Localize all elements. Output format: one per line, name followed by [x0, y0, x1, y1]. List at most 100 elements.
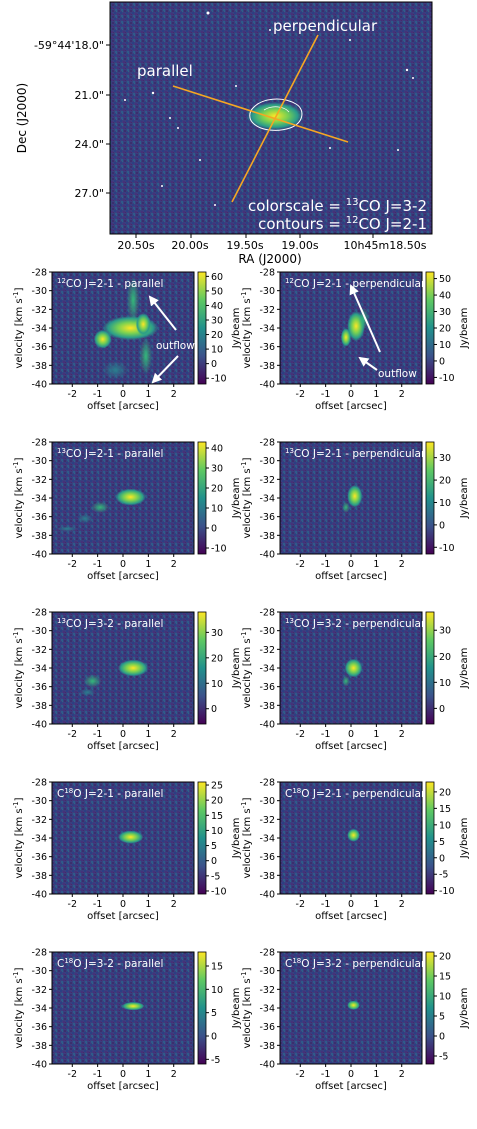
- pv-panel: 12CO J=2-1 - perpendicular-28-30-32-34-3…: [240, 268, 470, 413]
- xtick-label: -1: [93, 1069, 102, 1080]
- colorbar-tick-label: 20: [211, 484, 223, 495]
- pv-emission: [117, 830, 144, 844]
- map-xtick: 20.00s: [171, 239, 208, 252]
- ytick-label: -36: [259, 682, 275, 693]
- ytick-label: -34: [31, 324, 47, 335]
- pv-emission: [340, 328, 351, 347]
- title-superscript: 13: [285, 617, 294, 625]
- colorbar-tick-label: 15: [211, 962, 223, 973]
- label-part: ]: [14, 627, 25, 631]
- title-part: C: [57, 958, 64, 970]
- ytick-label: -40: [31, 720, 47, 731]
- ytick-label: -36: [31, 1022, 47, 1033]
- ytick-label: -32: [31, 475, 47, 486]
- label-part: ]: [242, 457, 253, 461]
- ytick-label: -32: [259, 815, 275, 826]
- y-axis-label: velocity [km s-1]: [12, 627, 25, 708]
- colorbar-tick-label: 20: [211, 330, 223, 341]
- title-part: J=3-2 - perpendicular: [310, 618, 426, 630]
- pv-panel-title: 13CO J=2-1 - perpendicular: [285, 447, 426, 460]
- colorbar: [425, 611, 435, 725]
- colorbar-label: Jy/beam: [231, 308, 242, 350]
- colorbar: [425, 441, 435, 555]
- pv-emission: [115, 488, 146, 506]
- colorbar-tick-label: 0: [439, 520, 445, 531]
- ytick-label: -32: [259, 305, 275, 316]
- xtick-label: 2: [399, 389, 405, 400]
- colorbar-tick-label: 10: [439, 678, 451, 689]
- title-part: CO: [294, 618, 310, 630]
- xtick-label: 1: [373, 1069, 379, 1080]
- label-superscript: -1: [240, 291, 248, 298]
- title-superscript: 18: [64, 957, 73, 965]
- colorbar-tick-label: 0: [439, 356, 445, 367]
- colorbar-tick-label: 0: [211, 359, 217, 370]
- ytick-label: -32: [31, 815, 47, 826]
- pv-emission: [93, 329, 112, 349]
- colorbar-tick-label: 20: [211, 653, 223, 664]
- ytick-label: -36: [31, 342, 47, 353]
- xtick-label: 0: [348, 1069, 354, 1080]
- xtick-label: 1: [373, 389, 379, 400]
- colorbar: [425, 781, 435, 895]
- title-superscript: 12: [285, 277, 294, 285]
- pv-panel-title: 13CO J=2-1 - parallel: [57, 447, 163, 460]
- colorbar-tick-label: 15: [439, 804, 451, 815]
- xtick-label: -1: [321, 389, 330, 400]
- pv-panel: C18O J=2-1 - perpendicular -28 -30 -32 -34 -3…: [240, 778, 470, 923]
- label-superscript: -1: [12, 971, 20, 978]
- title-part: J=3-2 - perpendicular: [310, 958, 426, 970]
- xtick-label: -2: [296, 899, 305, 910]
- ytick-label: -38: [31, 871, 47, 882]
- label-part: ]: [242, 797, 253, 801]
- colorbar-label: Jy/beam: [459, 818, 470, 860]
- map-xtick: 20.50s: [117, 239, 154, 252]
- colorbar-tick-label: 5: [439, 837, 445, 848]
- xtick-label: 0: [348, 899, 354, 910]
- title-superscript: 18: [64, 787, 73, 795]
- title-part: C: [285, 958, 292, 970]
- title-part: CO: [66, 448, 82, 460]
- colorbar-tick-label: 30: [439, 626, 451, 637]
- ytick-label: -28: [31, 608, 47, 619]
- colorbar: [197, 951, 207, 1065]
- map-ytick: 24.0": [74, 138, 104, 151]
- xtick-label: 2: [399, 1069, 405, 1080]
- ytick-label: -34: [31, 1004, 47, 1015]
- ytick-label: -38: [31, 531, 47, 542]
- ytick-label: -28: [259, 438, 275, 449]
- x-axis-label: offset [arcsec]: [87, 911, 159, 922]
- outflow-arrow: [349, 284, 381, 353]
- colorbar-tick-label: 0: [211, 1032, 217, 1043]
- pv-panel: 13CO J=3-2 - parallel -28 -30 -32 -34 -36 -38 -…: [12, 608, 242, 753]
- ytick-label: -34: [31, 494, 47, 505]
- ytick-label: -34: [31, 834, 47, 845]
- colorbar-tick-label: 10: [211, 345, 223, 356]
- pv-panel-title: C18O J=3-2 - perpendicular: [285, 957, 426, 970]
- colorbar-tick-label: -10: [439, 886, 455, 897]
- title-superscript: 18: [292, 957, 301, 965]
- pv-emission: [83, 674, 102, 688]
- xtick-label: 2: [171, 729, 177, 740]
- colorbar-label: Jy/beam: [231, 818, 242, 860]
- colorbar-tick-label: 10: [211, 985, 223, 996]
- ytick-label: -28: [259, 778, 275, 789]
- ytick-label: -32: [31, 645, 47, 656]
- map-y-ticks: -59°44'18.0" 21.0" 24.0" 27.0": [34, 39, 110, 200]
- map-xtick: 19.00s: [281, 239, 318, 252]
- pv-panel: 13CO J=3-2 - perpendicular -28 -30 -32 -34 -3…: [240, 608, 470, 753]
- colorbar-label: Jy/beam: [459, 478, 470, 520]
- outflow-arrow: [358, 356, 378, 371]
- colorbar-tick-label: 30: [439, 307, 451, 318]
- colorbar-tick-label: 40: [211, 444, 223, 455]
- ytick-label: -32: [31, 985, 47, 996]
- label-superscript: -1: [240, 971, 248, 978]
- ytick-label: -40: [259, 890, 275, 901]
- colorbar-tick-label: 0: [211, 704, 217, 715]
- ytick-label: -30: [31, 966, 47, 977]
- x-axis-label: offset [arcsec]: [87, 571, 159, 582]
- ytick-label: -38: [31, 1041, 47, 1052]
- colorbar-label: Jy/beam: [459, 648, 470, 690]
- title-part: J=2-1 - perpendicular: [310, 448, 426, 460]
- y-axis-label: velocity [km s-1]: [240, 797, 253, 878]
